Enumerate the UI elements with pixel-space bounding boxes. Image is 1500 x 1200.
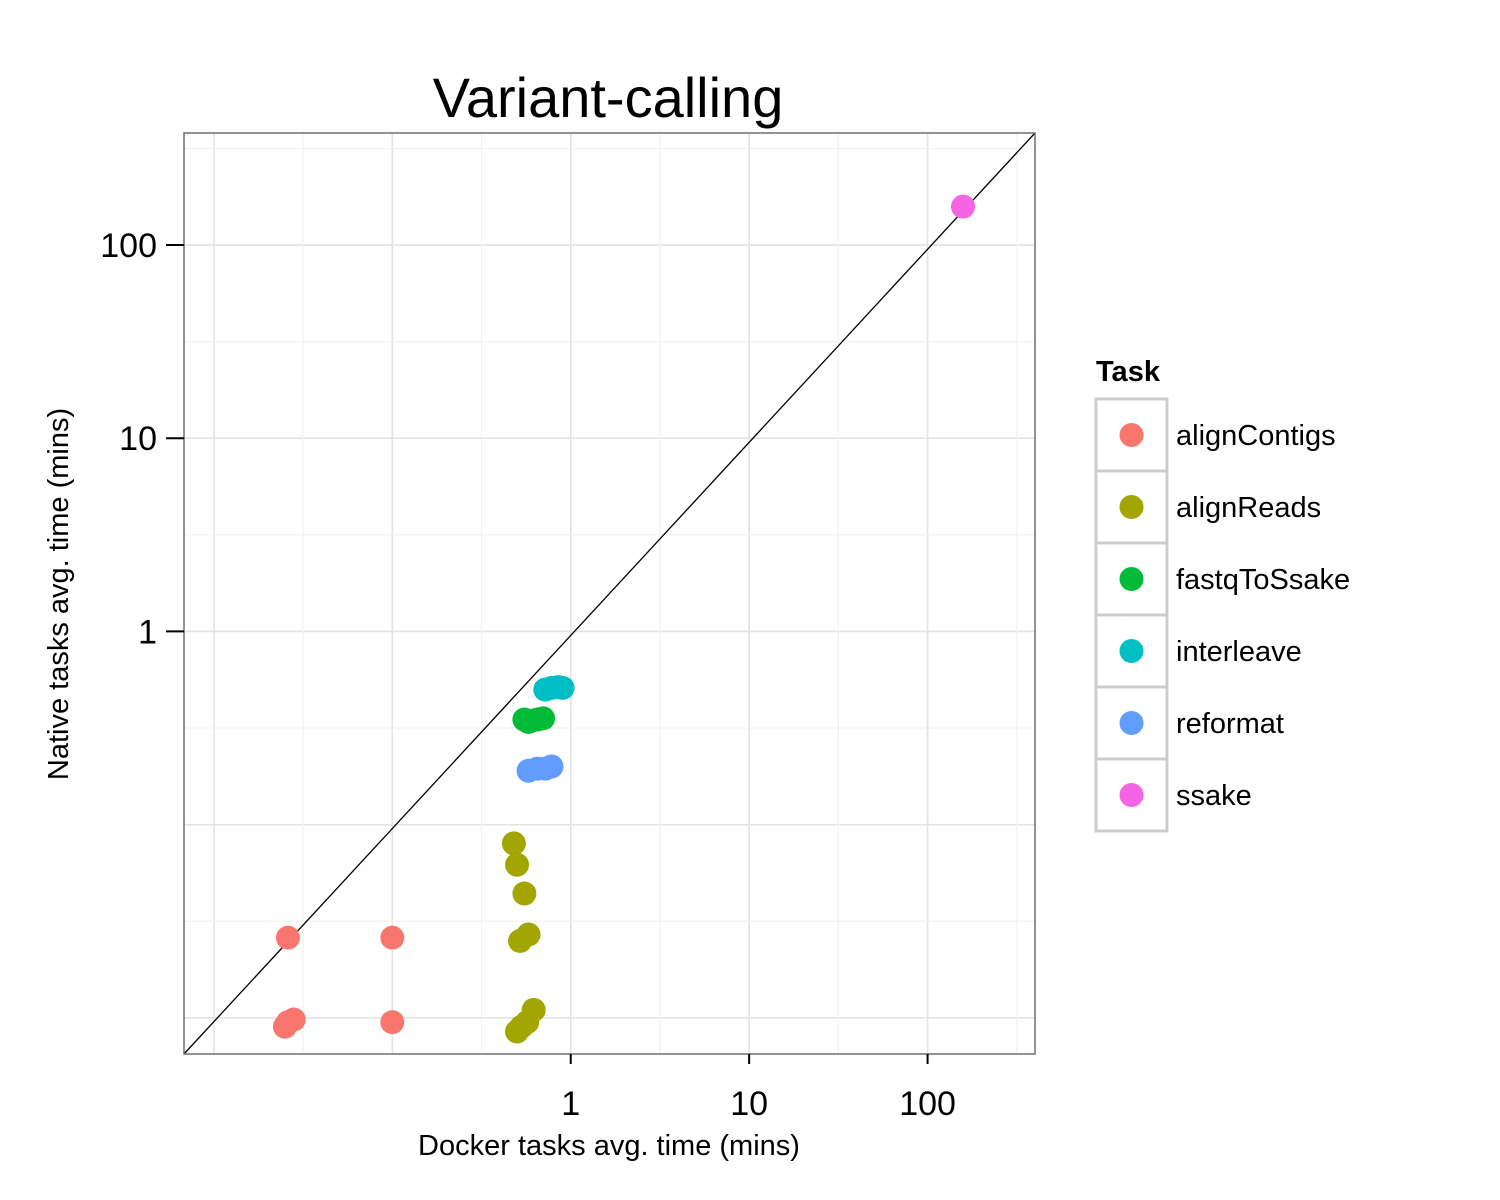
data-point-alignReads [501,831,526,856]
plot-panel-border [183,132,1036,1055]
data-point-alignReads [508,928,533,953]
legend-marker-alignContigs [1119,423,1144,447]
legend-label-reformat: reformat [1176,708,1284,740]
y-tick-label: 100 [100,227,157,265]
x-axis-ticks: 1 10 100 [561,1054,956,1123]
data-point-alignReads [505,852,530,877]
data-points [272,194,976,1044]
legend-label-ssake: ssake [1176,780,1252,812]
grid [184,133,1035,1054]
data-point-alignContigs [380,1010,405,1035]
legend-label-alignReads: alignReads [1176,492,1321,524]
x-axis-label: Docker tasks avg. time (mins) [418,1130,800,1162]
x-tick-label: 1 [561,1085,580,1123]
legend-label-interleave: interleave [1176,636,1302,668]
y-axis-label: Native tasks avg. time (mins) [43,408,75,780]
x-tick-label: 100 [899,1085,956,1123]
legend-label-alignContigs: alignContigs [1176,420,1336,452]
data-point-fastqToSsake [531,706,556,731]
y-tick-label: 1 [138,613,157,651]
data-point-alignContigs [275,925,300,950]
legend-label-fastqToSsake: fastqToSsake [1176,564,1350,596]
identity-line [183,132,1036,1055]
data-point-alignReads [512,881,537,906]
legend-marker-alignReads [1119,495,1144,519]
x-tick-label: 10 [730,1085,768,1123]
data-point-interleave [550,675,575,700]
data-point-reformat [539,754,564,779]
data-point-alignContigs [281,1007,306,1032]
legend-marker-fastqToSsake [1119,567,1144,591]
y-tick-label: 10 [119,420,157,458]
legend-marker-interleave [1119,639,1144,663]
data-point-alignContigs [380,925,405,950]
data-point-alignReads [505,1019,530,1044]
y-axis-ticks: 1 10 100 [100,227,184,651]
data-point-ssake [951,194,976,219]
legend: alignContigs alignReads fastqToSsake interl… [1094,397,1350,833]
legend-marker-reformat [1119,711,1144,735]
chart-title: Variant-calling [433,66,784,129]
legend-title: Task [1096,356,1161,388]
legend-marker-ssake [1119,783,1144,807]
